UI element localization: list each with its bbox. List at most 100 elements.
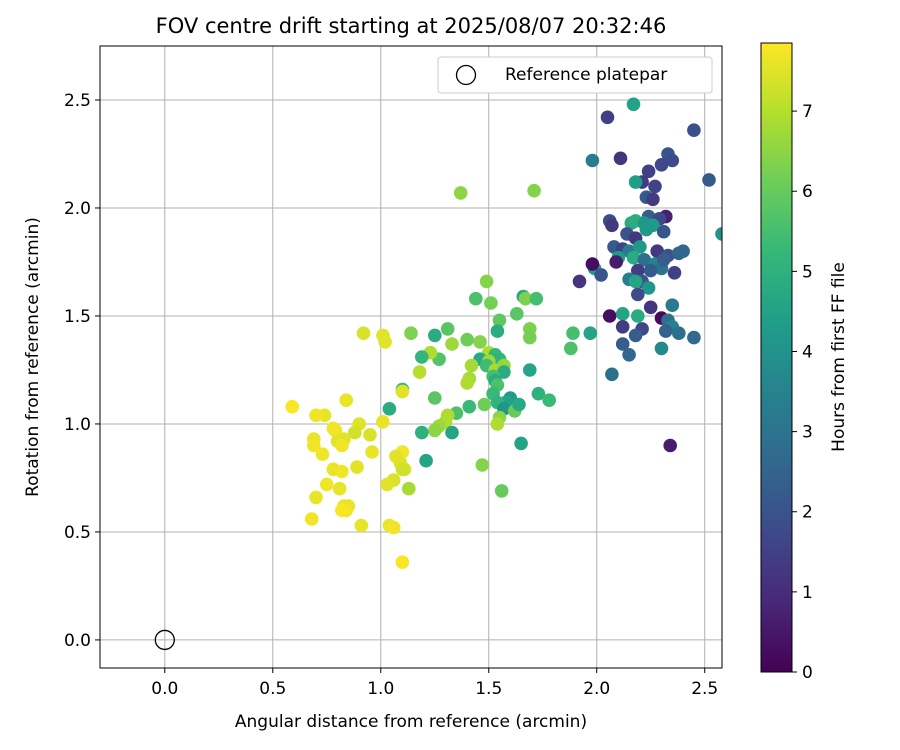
data-point (332, 481, 347, 496)
data-point (585, 257, 600, 271)
reference-platepar-marker (154, 629, 175, 651)
data-point (386, 520, 401, 535)
data-point (531, 386, 546, 401)
data-point (514, 436, 528, 451)
data-point (464, 358, 479, 373)
legend-box (437, 56, 713, 94)
data-point (615, 320, 630, 334)
colorbar-tick-label: 0 (802, 663, 813, 683)
data-point (510, 307, 524, 321)
data-point (600, 110, 615, 125)
data-point (453, 186, 468, 200)
x-tick-label: 2.0 (583, 679, 610, 699)
x-tick-label: 1.5 (475, 679, 502, 699)
data-point (648, 179, 662, 194)
data-point (628, 328, 643, 343)
x-axis-ticks: 0.0 0.5 1.0 1.5 2.0 2.5 (151, 668, 718, 699)
data-point (643, 263, 658, 278)
data-point (631, 309, 645, 323)
data-point (494, 484, 509, 498)
x-tick-label: 0.0 (151, 679, 178, 699)
colorbar: 0 1 2 3 4 5 6 7 Hours from first FF file (760, 42, 849, 683)
data-point (415, 350, 429, 364)
y-axis-label: Rotation from reference (arcmin) (23, 217, 43, 497)
data-point (460, 332, 475, 347)
data-point (583, 326, 598, 341)
y-tick-label: 2.5 (64, 91, 91, 111)
data-point (613, 151, 628, 166)
data-point (354, 518, 369, 533)
data-point (628, 274, 643, 289)
data-point (564, 341, 578, 356)
data-point (631, 263, 645, 278)
colorbar-gradient (760, 42, 793, 673)
data-point (605, 367, 619, 382)
data-point (326, 421, 341, 436)
data-point (626, 97, 641, 112)
colorbar-tick-label: 4 (802, 342, 813, 362)
data-point (307, 438, 321, 453)
data-point (339, 393, 354, 408)
data-point (523, 330, 537, 345)
data-point (285, 399, 300, 414)
data-point (350, 460, 364, 474)
colorbar-tick-label: 3 (802, 423, 813, 443)
data-point (490, 324, 505, 338)
data-point (304, 512, 319, 526)
data-point (309, 490, 323, 505)
data-point (378, 335, 392, 349)
data-point (475, 458, 490, 472)
data-point (460, 376, 475, 390)
data-point (512, 397, 526, 412)
data-point (445, 337, 459, 351)
data-point (376, 415, 390, 429)
data-point (702, 173, 716, 187)
y-tick-label: 2.0 (64, 199, 91, 219)
data-point (637, 252, 652, 267)
data-point (415, 425, 429, 440)
data-point (585, 153, 600, 168)
data-point (615, 337, 630, 351)
data-point (356, 326, 371, 341)
data-point (404, 326, 418, 341)
data-point (566, 326, 580, 341)
data-point (395, 462, 410, 477)
data-point (479, 274, 494, 289)
data-point (428, 328, 442, 343)
data-point (527, 183, 541, 198)
x-tick-label: 1.0 (367, 679, 394, 699)
plot-frame (99, 45, 723, 669)
data-point (676, 244, 690, 258)
data-point (542, 393, 556, 408)
data-point (639, 222, 654, 237)
data-point (445, 425, 459, 440)
colorbar-tick-label: 6 (802, 182, 813, 202)
y-tick-label: 1.0 (64, 415, 91, 435)
data-point (492, 313, 507, 328)
colorbar-label: Hours from first FF file (829, 262, 849, 452)
data-point (469, 291, 483, 306)
colorbar-tick-label: 5 (802, 262, 813, 282)
data-point (646, 192, 660, 207)
data-point (428, 391, 442, 405)
data-point (656, 224, 671, 239)
legend: Reference platepar (437, 56, 713, 94)
data-point (402, 481, 416, 496)
colorbar-tick-label: 2 (802, 503, 813, 523)
y-tick-label: 1.5 (64, 307, 91, 327)
colorbar-tick-label: 1 (802, 583, 813, 603)
data-point (572, 274, 587, 289)
data-point (462, 399, 477, 414)
data-point (309, 408, 323, 423)
data-point (395, 384, 410, 399)
data-point (523, 363, 537, 377)
data-point (594, 268, 608, 282)
data-point (380, 477, 395, 492)
data-point (659, 324, 673, 338)
data-point (643, 300, 658, 315)
data-point (335, 438, 349, 453)
data-point (615, 307, 630, 321)
data-point (497, 365, 511, 379)
data-point (641, 281, 656, 295)
data-point (335, 464, 349, 479)
